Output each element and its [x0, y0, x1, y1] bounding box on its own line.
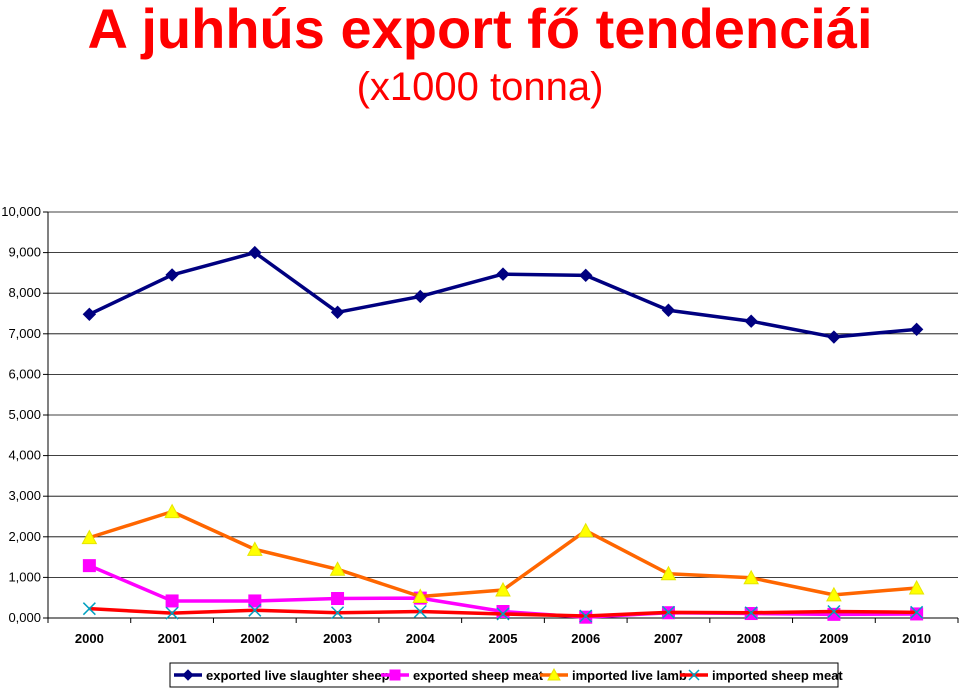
data-point	[331, 606, 345, 620]
x-tick-label: 2006	[571, 631, 600, 646]
x-tick-label: 2004	[406, 631, 436, 646]
data-point	[826, 586, 842, 602]
legend-item-1: exported live slaughter sheep	[174, 668, 390, 683]
data-point-stroke	[165, 606, 179, 620]
legend-label: imported sheep meat	[712, 668, 843, 683]
x-tick-label: 2009	[819, 631, 848, 646]
data-point-stroke	[413, 604, 427, 619]
data-point-stroke	[579, 609, 593, 623]
x-tick-label: 2008	[737, 631, 766, 646]
data-point	[246, 541, 263, 556]
legend-item-2: exported sheep meat	[381, 668, 544, 683]
data-point	[579, 268, 593, 283]
data-point	[165, 606, 179, 620]
data-point	[164, 503, 180, 519]
x-tick-label: 2003	[323, 631, 352, 646]
series-1	[82, 245, 924, 344]
data-point	[909, 322, 924, 337]
grid-lines	[48, 211, 958, 578]
data-point	[82, 307, 97, 322]
data-point	[81, 529, 98, 545]
y-tick-label: 4,000	[8, 448, 41, 463]
x-axis-ticks: 2000 2001 2002 2003 2004 2005 2006 2007 2008 2009…	[47, 618, 959, 646]
data-point	[577, 522, 594, 538]
x-tick-label: 2005	[489, 631, 518, 646]
x-tick-label: 2007	[654, 631, 683, 646]
y-tick-label: 6,000	[8, 366, 41, 381]
data-point	[182, 669, 194, 681]
data-point	[495, 581, 511, 597]
y-tick-label: 3,000	[8, 488, 41, 503]
y-tick-label: 8,000	[8, 285, 41, 300]
series-line	[88, 250, 917, 339]
data-point-stroke	[827, 604, 841, 619]
data-point-stroke	[688, 669, 700, 681]
data-point-stroke	[331, 606, 345, 620]
data-point	[688, 669, 700, 681]
data-point-stroke	[661, 605, 675, 619]
legend-item-4: imported sheep meat	[680, 668, 843, 683]
x-tick-label: 2001	[158, 631, 187, 646]
data-point-stroke	[82, 602, 96, 616]
y-tick-label: 9,000	[8, 245, 41, 260]
data-point	[908, 579, 925, 595]
data-point	[496, 267, 510, 281]
data-point	[661, 605, 675, 619]
data-point-stroke	[496, 607, 510, 621]
data-point	[165, 268, 179, 282]
y-axis-ticks: 0,000 1,000 2,000 3,000 4,000 5,000 6,000 7,000…	[1, 204, 48, 625]
legend: exported live slaughter sheep exported sh…	[169, 662, 843, 688]
data-point	[389, 669, 401, 681]
x-tick-label: 2000	[75, 631, 104, 646]
data-point-stroke	[744, 606, 758, 620]
data-point	[743, 569, 760, 585]
data-point	[744, 314, 758, 328]
legend-label: exported sheep meat	[413, 668, 544, 683]
data-point	[331, 592, 345, 606]
series-4	[82, 602, 924, 623]
data-point	[330, 305, 345, 319]
data-point	[547, 667, 561, 681]
x-tick-label: 2002	[240, 631, 269, 646]
series-group	[81, 245, 925, 624]
data-point	[248, 594, 262, 608]
data-point	[579, 609, 593, 623]
data-point	[82, 559, 96, 573]
y-tick-label: 10,000	[1, 204, 41, 219]
legend-box	[169, 662, 839, 688]
y-tick-label: 7,000	[8, 326, 41, 341]
y-tick-label: 0,000	[8, 610, 41, 625]
data-point	[329, 561, 346, 576]
data-point	[413, 289, 427, 304]
y-tick-label: 2,000	[8, 529, 41, 544]
data-point	[744, 606, 758, 620]
data-point-stroke	[910, 605, 924, 619]
data-point	[827, 604, 841, 619]
data-point	[165, 594, 179, 608]
data-point	[413, 604, 427, 619]
data-point	[248, 245, 262, 260]
data-point	[412, 588, 429, 603]
chart-title: A juhhús export fő tendenciái	[87, 0, 873, 60]
data-point-stroke	[248, 603, 262, 617]
y-tick-label: 5,000	[8, 407, 41, 422]
data-point	[248, 603, 262, 617]
series-3	[81, 503, 925, 603]
data-point	[827, 330, 841, 344]
y-tick-label: 1,000	[8, 569, 41, 584]
data-point	[660, 565, 677, 581]
legend-item-3: imported live lamb	[540, 667, 687, 683]
data-point	[82, 602, 96, 616]
legend-label: exported live slaughter sheep	[206, 668, 390, 683]
legend-label: imported live lamb	[572, 668, 687, 683]
chart-subtitle: (x1000 tonna)	[356, 65, 604, 109]
data-point	[661, 303, 676, 317]
data-point	[910, 605, 924, 619]
data-point	[496, 607, 510, 621]
x-tick-label: 2010	[902, 631, 931, 646]
